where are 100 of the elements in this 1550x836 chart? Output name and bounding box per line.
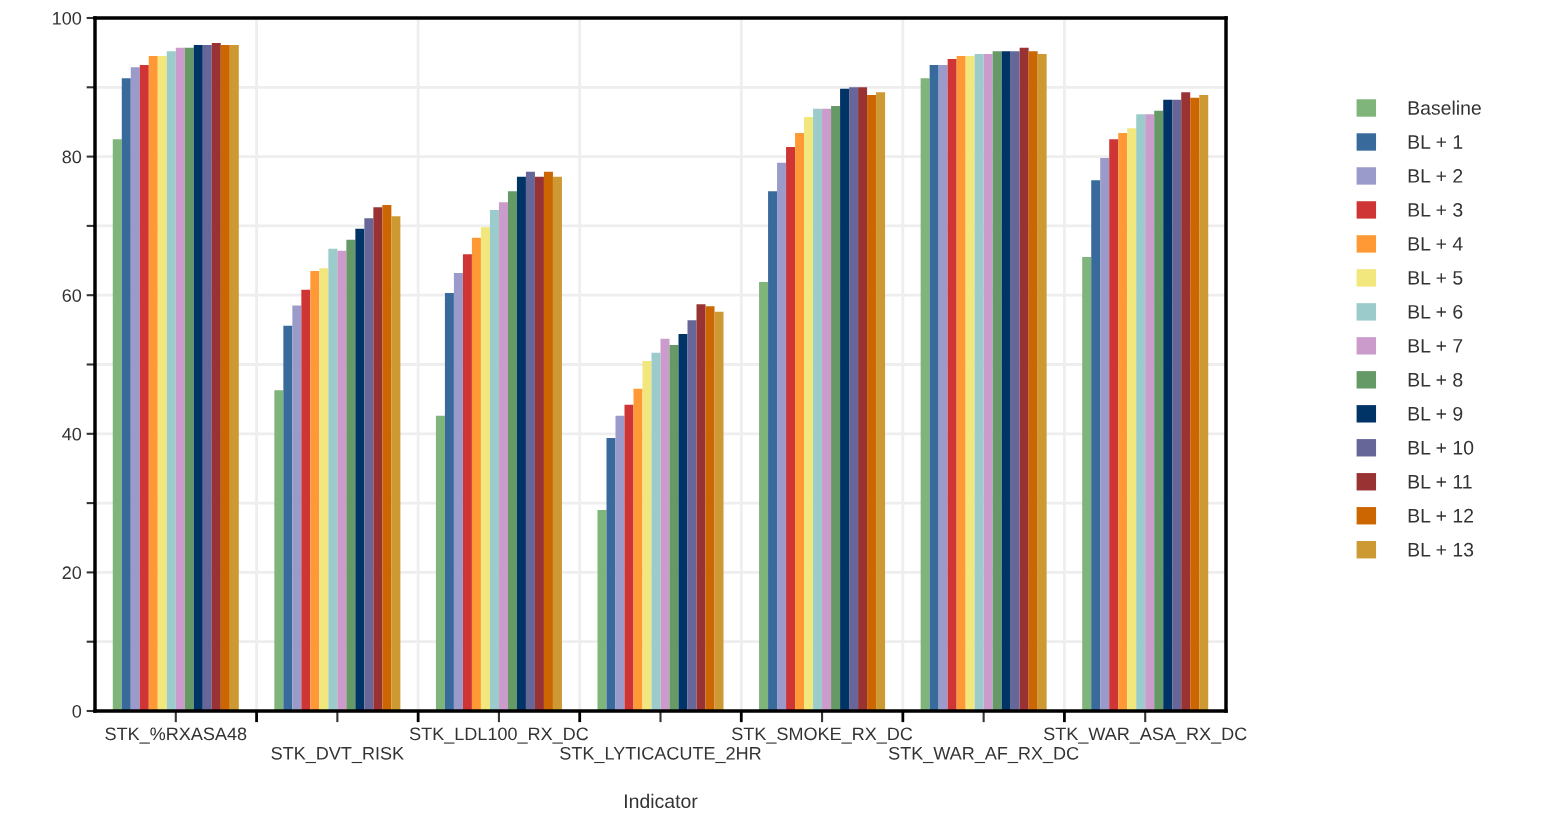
bar — [606, 437, 616, 711]
x-tick-label: STK_%RXASA48 — [105, 727, 247, 744]
legend-label: Baseline — [1408, 100, 1481, 115]
x-tick-label: STK_DVT_RISK — [271, 746, 404, 764]
bar — [1118, 133, 1128, 711]
bar — [1181, 92, 1191, 711]
y-tick-label: 0 — [72, 704, 82, 718]
bar — [920, 78, 930, 711]
bar — [714, 311, 724, 711]
bar — [516, 176, 526, 711]
legend-label: BL + 10 — [1408, 440, 1474, 455]
y-tick-label: 80 — [62, 150, 82, 164]
legend-label: BL + 1 — [1408, 135, 1463, 149]
bar — [858, 87, 868, 711]
bar — [121, 78, 131, 711]
bar — [355, 228, 365, 711]
bar — [1190, 97, 1200, 711]
legend-label: BL + 13 — [1408, 542, 1474, 557]
bar — [786, 146, 796, 711]
bar — [651, 352, 661, 711]
bar — [507, 191, 517, 711]
bar — [337, 250, 347, 711]
bar — [292, 305, 302, 711]
bar — [597, 510, 607, 711]
bar — [678, 334, 688, 711]
legend-label: BL + 3 — [1408, 203, 1463, 217]
bar — [1163, 99, 1173, 711]
bar — [687, 320, 697, 711]
bar — [328, 248, 338, 711]
bar — [382, 205, 392, 711]
bar — [1100, 157, 1110, 711]
bar — [274, 390, 284, 711]
bar — [759, 282, 769, 711]
bar — [804, 117, 814, 711]
bar — [175, 47, 185, 711]
y-tick-label: 100 — [53, 11, 82, 25]
bar — [705, 306, 715, 711]
bar — [1019, 47, 1029, 711]
bar — [696, 304, 706, 711]
y-tick-label: 40 — [62, 427, 82, 441]
bar — [1082, 257, 1092, 711]
bar — [1127, 128, 1137, 711]
bar — [1091, 180, 1101, 711]
bar — [965, 56, 975, 711]
bar — [319, 268, 329, 711]
bar — [1028, 51, 1038, 711]
bar — [373, 207, 383, 711]
legend-label: BL + 2 — [1408, 169, 1463, 183]
bar — [310, 270, 320, 711]
legend-label: BL + 5 — [1408, 271, 1463, 285]
bar — [1001, 51, 1011, 711]
bar — [148, 56, 158, 711]
legend-label: BL + 7 — [1408, 339, 1463, 353]
x-tick-label: STK_LYTICACUTE_2HR — [560, 746, 761, 764]
bar — [193, 45, 203, 711]
bar — [642, 361, 652, 711]
legend-label: BL + 11 — [1408, 475, 1472, 489]
bar — [202, 45, 212, 711]
bar — [229, 45, 239, 711]
x-tick-label: STK_WAR_AF_RX_DC — [888, 746, 1079, 764]
bar — [929, 65, 939, 711]
bar — [211, 42, 221, 711]
bar — [1145, 114, 1155, 711]
bar — [1136, 114, 1146, 711]
bar — [498, 202, 508, 711]
bar — [615, 415, 625, 711]
bar — [840, 88, 850, 711]
x-axis-title: Indicator — [625, 793, 698, 809]
x-tick-label: STK_LDL100_RX_DC — [409, 727, 589, 744]
bar — [301, 289, 311, 711]
bar — [1109, 139, 1119, 711]
bar — [660, 338, 670, 711]
bar — [1172, 99, 1182, 711]
bar — [471, 237, 481, 711]
bar — [831, 106, 841, 711]
bar — [525, 171, 535, 711]
bar — [947, 58, 957, 711]
bar — [633, 388, 643, 711]
y-tick-label: 60 — [62, 289, 82, 302]
bar — [543, 171, 553, 711]
bar — [489, 209, 499, 711]
bar — [444, 293, 454, 711]
bar — [983, 54, 993, 711]
bar — [220, 45, 230, 711]
bar — [669, 345, 679, 711]
bar — [876, 92, 886, 711]
bar — [992, 51, 1002, 711]
legend-label: BL + 9 — [1408, 406, 1463, 421]
bar — [624, 404, 634, 711]
legend-label: BL + 12 — [1408, 508, 1474, 523]
x-tick-label: STK_WAR_ASA_RX_DC — [1044, 727, 1247, 744]
bar — [849, 87, 859, 711]
legend-label: BL + 8 — [1408, 372, 1463, 387]
bar — [184, 47, 194, 711]
bar — [480, 227, 490, 711]
bar — [534, 176, 544, 711]
bar — [130, 67, 140, 711]
bar — [462, 254, 472, 711]
bar — [1010, 51, 1020, 711]
bar — [283, 325, 293, 711]
